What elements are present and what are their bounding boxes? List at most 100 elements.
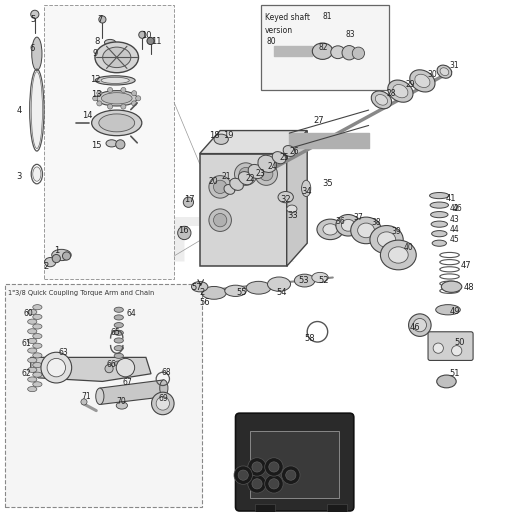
Circle shape [255,163,278,185]
Ellipse shape [312,43,333,59]
Ellipse shape [33,372,42,377]
Ellipse shape [430,202,449,208]
Bar [5,284,202,507]
Ellipse shape [371,91,392,109]
Text: 58: 58 [305,334,315,344]
Circle shape [183,197,194,207]
Text: 83: 83 [346,30,355,39]
Ellipse shape [28,348,37,353]
Circle shape [248,475,266,493]
Bar [261,5,389,90]
Ellipse shape [375,95,388,105]
Ellipse shape [239,172,253,185]
Circle shape [260,167,273,181]
Text: 11: 11 [151,37,162,47]
Ellipse shape [104,39,116,46]
Ellipse shape [357,223,374,238]
Ellipse shape [45,258,56,267]
Ellipse shape [95,42,138,73]
Text: version: version [265,26,293,35]
Text: 51: 51 [450,369,460,378]
Ellipse shape [431,221,447,227]
Text: 40: 40 [403,243,413,252]
Circle shape [105,365,113,373]
Circle shape [252,479,262,489]
Ellipse shape [99,114,135,132]
Ellipse shape [32,37,42,70]
Ellipse shape [96,388,104,404]
Text: 62: 62 [22,369,31,378]
Text: 30: 30 [428,70,437,79]
Text: 50: 50 [455,337,465,347]
Text: 38: 38 [371,218,381,227]
Ellipse shape [92,110,142,136]
Text: 66: 66 [106,360,116,369]
Text: TBK: TBK [158,216,293,275]
Ellipse shape [28,367,37,372]
Text: 4: 4 [16,105,22,115]
Text: 65: 65 [110,328,120,337]
Circle shape [99,16,106,23]
Text: 20: 20 [209,177,219,186]
Text: 26: 26 [289,146,299,156]
Circle shape [409,314,431,336]
Text: 54: 54 [276,288,287,297]
Text: 49: 49 [450,307,460,316]
Ellipse shape [272,152,286,164]
Ellipse shape [114,330,123,335]
Ellipse shape [202,286,226,299]
Ellipse shape [33,324,42,329]
Circle shape [238,470,248,480]
Ellipse shape [33,382,42,387]
Text: 29: 29 [406,80,415,90]
Circle shape [47,358,66,377]
Ellipse shape [28,377,37,382]
Ellipse shape [323,224,337,235]
Circle shape [41,352,72,383]
Text: 34: 34 [301,187,312,197]
Text: 23: 23 [256,168,266,178]
Text: 6: 6 [30,44,35,53]
Ellipse shape [33,314,42,319]
Ellipse shape [102,47,131,68]
Circle shape [265,475,283,493]
Ellipse shape [312,272,328,283]
Ellipse shape [96,91,137,106]
Ellipse shape [214,134,228,144]
Circle shape [97,101,102,106]
Text: 46: 46 [410,323,420,332]
Ellipse shape [278,191,293,203]
Circle shape [116,358,135,377]
Text: 47: 47 [461,261,472,270]
Text: 16: 16 [178,226,189,235]
Ellipse shape [33,305,42,310]
Ellipse shape [388,80,413,102]
Text: 25: 25 [279,153,289,162]
Text: 5: 5 [30,15,35,24]
Text: 61: 61 [22,338,31,348]
Ellipse shape [294,274,315,287]
Circle shape [116,140,125,149]
Ellipse shape [410,70,435,92]
Circle shape [214,214,227,227]
Circle shape [269,462,279,472]
Circle shape [252,462,262,472]
Circle shape [121,104,126,109]
Circle shape [132,101,137,106]
Text: 39: 39 [392,227,401,237]
Text: 41: 41 [445,194,456,203]
Ellipse shape [114,346,123,351]
Text: 13: 13 [91,90,102,99]
Ellipse shape [33,167,41,181]
Polygon shape [31,357,151,381]
Text: 63: 63 [59,348,69,357]
Circle shape [269,479,279,489]
Text: 52: 52 [318,276,329,285]
Ellipse shape [440,68,449,76]
Text: 68: 68 [161,368,171,377]
Circle shape [139,31,146,38]
Ellipse shape [114,323,123,328]
Text: 48: 48 [463,283,474,292]
Text: 42: 42 [450,204,459,214]
Text: 1: 1 [54,246,59,255]
